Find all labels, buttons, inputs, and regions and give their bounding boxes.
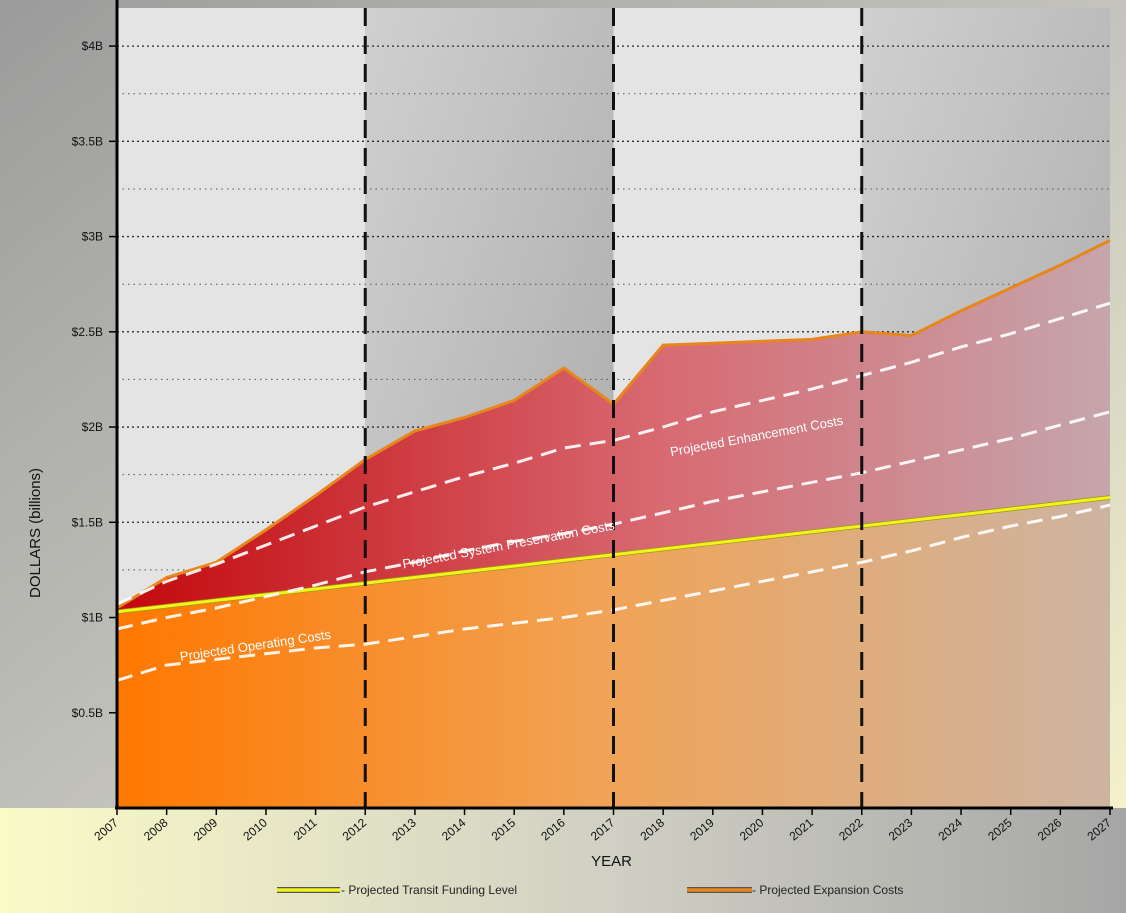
bottom-background <box>0 808 1126 913</box>
y-tick-label: $3B <box>82 230 103 244</box>
y-tick-label: $0.5B <box>72 706 103 720</box>
y-tick-label: $3.5B <box>72 134 103 148</box>
enhancement-costs-line <box>116 301 1111 606</box>
y-tick-label: $1.5B <box>72 515 103 529</box>
legend-label: - Projected Expansion Costs <box>752 883 903 897</box>
legend-label: - Projected Transit Funding Level <box>341 883 517 897</box>
y-tick-label: $2B <box>82 420 103 434</box>
y-tick-label: $1B <box>82 611 103 625</box>
x-axis-title: YEAR <box>591 853 632 870</box>
y-tick-label: $2.5B <box>72 325 103 339</box>
y-tick-label: $4B <box>82 39 103 53</box>
y-axis-title: DOLLARS (billions) <box>27 468 44 598</box>
